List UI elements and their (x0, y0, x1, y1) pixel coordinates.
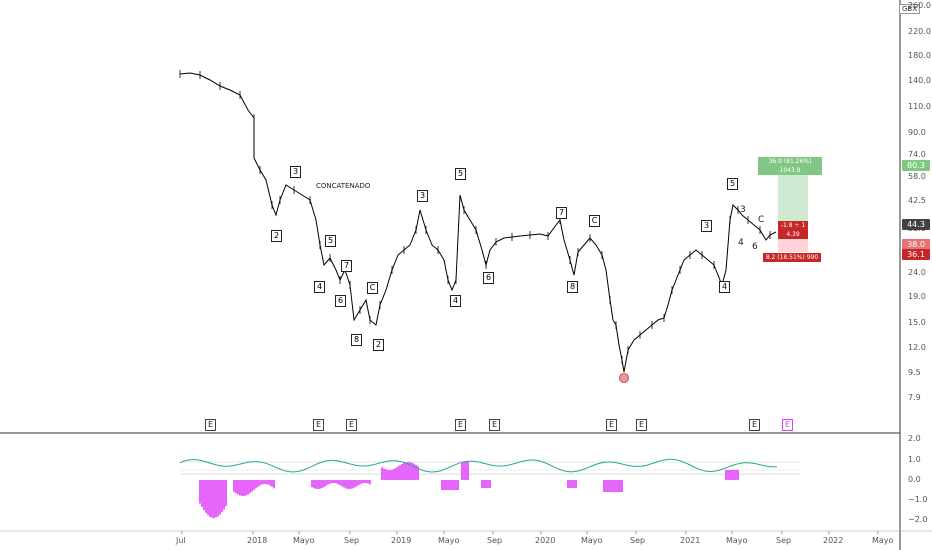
time-tick-label: Sep (630, 536, 646, 545)
price-tick-label: 42.5 (908, 196, 926, 205)
wave-label[interactable]: 3 (701, 220, 712, 232)
time-tick-label: Mayo (438, 536, 460, 545)
price-tick-label: 9.5 (908, 368, 921, 377)
wave-label[interactable]: 6 (335, 295, 346, 307)
currency-badge[interactable]: GBX (899, 4, 921, 14)
wave-label[interactable]: 5 (325, 235, 336, 247)
time-tick-label: Mayo (581, 536, 603, 545)
price-tick-label: 24.0 (908, 268, 926, 277)
wave-label[interactable]: 5 (727, 178, 738, 190)
price-tag-target: 80.3 (902, 160, 930, 171)
time-tick-label: 2022 (823, 536, 844, 545)
price-tick-label: 19.0 (908, 292, 926, 301)
wave-label[interactable]: 4 (450, 295, 461, 307)
wave-label[interactable]: 4 (719, 281, 730, 293)
wave-label[interactable]: 4 (314, 281, 325, 293)
oscillator-tick-label: 0.0 (908, 475, 921, 484)
low-marker (619, 373, 629, 383)
price-series (179, 70, 777, 373)
risk-reward-label: -1.8 ÷ 1 4.39 (778, 221, 808, 239)
wave-label[interactable]: 2 (373, 339, 384, 351)
time-tick-label: Mayo (872, 536, 894, 545)
oscillator-tick-label: −2.0 (908, 515, 928, 524)
price-tick-label: 90.0 (908, 128, 926, 137)
price-tick-label: 180.0 (908, 51, 931, 60)
wave-label[interactable]: 8 (351, 334, 362, 346)
time-tick-label: Jul (176, 536, 186, 545)
earnings-marker[interactable]: E (346, 419, 357, 431)
earnings-marker[interactable]: E (606, 419, 617, 431)
earnings-marker[interactable]: E (636, 419, 647, 431)
earnings-marker[interactable]: E (205, 419, 216, 431)
price-tick-label: 220.0 (908, 27, 931, 36)
price-tick-label: 12.0 (908, 343, 926, 352)
time-tick-label: Sep (776, 536, 792, 545)
wave-label[interactable]: 5 (455, 168, 466, 180)
risk-ratio-text: -1.8 ÷ 1 (780, 222, 806, 229)
price-tick-label: 140.0 (908, 76, 931, 85)
minor-wave-label[interactable]: 6 (752, 242, 758, 252)
oscillator-series (179, 458, 800, 518)
time-tick-label: Sep (487, 536, 503, 545)
minor-wave-label[interactable]: 4 (738, 238, 744, 248)
wave-label[interactable]: 7 (556, 207, 567, 219)
time-tick-label: Mayo (726, 536, 748, 545)
wave-label[interactable]: C (589, 215, 600, 227)
axis-tick-marks (181, 531, 879, 534)
price-tick-label: 15.0 (908, 318, 926, 327)
target-label: 36.0 (81.26%) 1043.9 (758, 157, 822, 175)
price-line (179, 72, 777, 373)
time-tick-label: Mayo (293, 536, 315, 545)
time-tick-label: 2018 (247, 536, 268, 545)
earnings-marker[interactable]: E (489, 419, 500, 431)
stop-label: 8.2 (18.51%) 990 (763, 253, 821, 262)
wave-label[interactable]: 3 (417, 190, 428, 202)
minor-wave-label[interactable]: C (758, 215, 765, 225)
price-tick-label: 7.9 (908, 393, 921, 402)
oscillator-signal-line (179, 458, 777, 473)
price-tick-label: 74.0 (908, 150, 926, 159)
time-tick-label: 2020 (535, 536, 556, 545)
oscillator-tick-label: 1.0 (908, 455, 921, 464)
annotation-text[interactable]: CONCATENADO (316, 182, 371, 190)
price-tag-stop: 36.1 (902, 249, 930, 260)
wave-label[interactable]: 6 (483, 272, 494, 284)
risk-ratio-value: 4.39 (786, 231, 800, 238)
earnings-marker[interactable]: E (455, 419, 466, 431)
wave-label[interactable]: 3 (290, 166, 301, 178)
earnings-marker[interactable]: E (313, 419, 324, 431)
earnings-marker[interactable]: E (749, 419, 760, 431)
wave-label[interactable]: C (367, 282, 378, 294)
time-tick-label: 2021 (680, 536, 701, 545)
wave-label[interactable]: 8 (567, 281, 578, 293)
target-zone (778, 166, 808, 226)
price-tick-label: 110.0 (908, 102, 931, 111)
wave-label[interactable]: 2 (271, 230, 282, 242)
price-tick-label: 58.0 (908, 172, 926, 181)
price-tag-last: 44.3 (902, 219, 930, 230)
oscillator-tick-label: −1.0 (908, 495, 928, 504)
price-tick-label: 260.0 (908, 1, 931, 10)
price-tag-entry: 38.0 (902, 239, 930, 250)
earnings-marker-upcoming[interactable]: E (782, 419, 793, 431)
oscillator-tick-label: 2.0 (908, 434, 921, 443)
time-tick-label: Sep (344, 536, 360, 545)
time-tick-label: 2019 (391, 536, 412, 545)
minor-wave-label[interactable]: 3 (740, 205, 746, 215)
wave-label[interactable]: 7 (341, 260, 352, 272)
